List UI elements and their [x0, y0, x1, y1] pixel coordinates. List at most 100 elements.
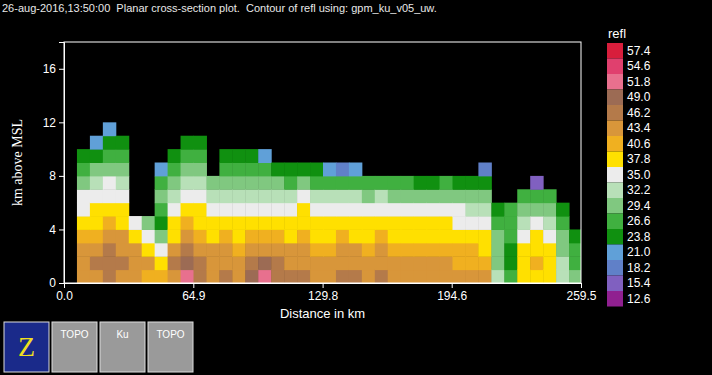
- cell: [116, 163, 129, 177]
- toolbar-button-label[interactable]: Ku: [116, 329, 128, 340]
- cell: [168, 256, 181, 270]
- cell: [530, 189, 543, 203]
- cell: [323, 176, 336, 190]
- cell: [297, 163, 310, 177]
- cell: [284, 176, 297, 190]
- cell: [452, 189, 465, 203]
- x-tick: 129.8: [308, 283, 338, 303]
- colorbar-swatch: [607, 136, 623, 152]
- cell: [414, 189, 427, 203]
- cell: [258, 203, 271, 217]
- cell: [297, 176, 310, 190]
- cell: [193, 203, 206, 217]
- cell: [284, 216, 297, 230]
- cell: [77, 243, 90, 257]
- toolbar-button-bg[interactable]: [100, 322, 145, 372]
- cell: [556, 256, 569, 270]
- x-tick: 0.0: [56, 283, 73, 303]
- cell: [232, 270, 245, 283]
- cell: [103, 136, 116, 150]
- toolbar-button[interactable]: TOPO: [52, 322, 97, 372]
- cell: [414, 203, 427, 217]
- cell: [193, 163, 206, 177]
- cell: [336, 256, 349, 270]
- cell: [168, 243, 181, 257]
- cell: [181, 256, 194, 270]
- cell: [543, 203, 556, 217]
- cell: [388, 256, 401, 270]
- cell: [388, 176, 401, 190]
- cell: [414, 229, 427, 243]
- y-tick-label: 8: [49, 169, 56, 183]
- cell: [336, 216, 349, 230]
- cell: [440, 189, 453, 203]
- cell: [427, 176, 440, 190]
- cell: [336, 203, 349, 217]
- cell: [349, 216, 362, 230]
- cell: [569, 229, 581, 243]
- y-tick-mark: [59, 122, 64, 123]
- y-axis-title: km above MSL: [10, 119, 25, 206]
- cell: [556, 216, 569, 230]
- cell: [362, 203, 375, 217]
- colorbar-swatch: [607, 198, 623, 214]
- x-tick-label: 259.5: [566, 289, 596, 303]
- cell: [362, 216, 375, 230]
- toolbar-button-label[interactable]: Z: [18, 331, 35, 362]
- cell: [90, 256, 103, 270]
- cell: [465, 176, 478, 190]
- toolbar-button-bg[interactable]: [148, 322, 193, 372]
- cell: [336, 176, 349, 190]
- cell: [271, 189, 284, 203]
- toolbar-button-bg[interactable]: [52, 322, 97, 372]
- cell: [297, 216, 310, 230]
- cell: [375, 189, 388, 203]
- cell: [556, 229, 569, 243]
- x-tick-label: 64.9: [182, 289, 206, 303]
- cell: [310, 216, 323, 230]
- cell: [155, 270, 168, 283]
- cell: [232, 149, 245, 163]
- cell: [414, 256, 427, 270]
- cell: [193, 229, 206, 243]
- cell: [219, 203, 232, 217]
- toolbar-button-bg[interactable]: [4, 322, 49, 372]
- cell: [232, 163, 245, 177]
- cell: [103, 216, 116, 230]
- cell: [258, 176, 271, 190]
- cell: [349, 189, 362, 203]
- toolbar-button[interactable]: Ku: [100, 322, 145, 372]
- toolbar-button[interactable]: TOPO: [148, 322, 193, 372]
- cell: [168, 176, 181, 190]
- cell: [284, 243, 297, 257]
- cell: [245, 229, 258, 243]
- toolbar-button-label[interactable]: TOPO: [60, 329, 88, 340]
- cell: [465, 256, 478, 270]
- cell: [155, 203, 168, 217]
- cell: [258, 229, 271, 243]
- cell: [349, 243, 362, 257]
- cell: [452, 243, 465, 257]
- toolbar-button[interactable]: Z: [4, 322, 49, 372]
- cell: [90, 136, 103, 150]
- colorbar-label: 21.0: [627, 245, 651, 259]
- cell: [116, 176, 129, 190]
- cell: [206, 270, 219, 283]
- cell: [77, 203, 90, 217]
- colorbar-label: 32.2: [627, 183, 651, 197]
- cell: [452, 203, 465, 217]
- toolbar-button-label[interactable]: TOPO: [156, 329, 184, 340]
- cell: [362, 270, 375, 283]
- cell: [142, 216, 155, 230]
- cell: [206, 243, 219, 257]
- y-tick-mark: [59, 69, 64, 70]
- cell: [401, 176, 414, 190]
- cell: [155, 189, 168, 203]
- x-tick-mark: [323, 283, 324, 288]
- cell: [336, 243, 349, 257]
- cell: [155, 256, 168, 270]
- cell: [103, 189, 116, 203]
- x-tick: 64.9: [182, 283, 206, 303]
- cell: [168, 270, 181, 283]
- cell: [427, 256, 440, 270]
